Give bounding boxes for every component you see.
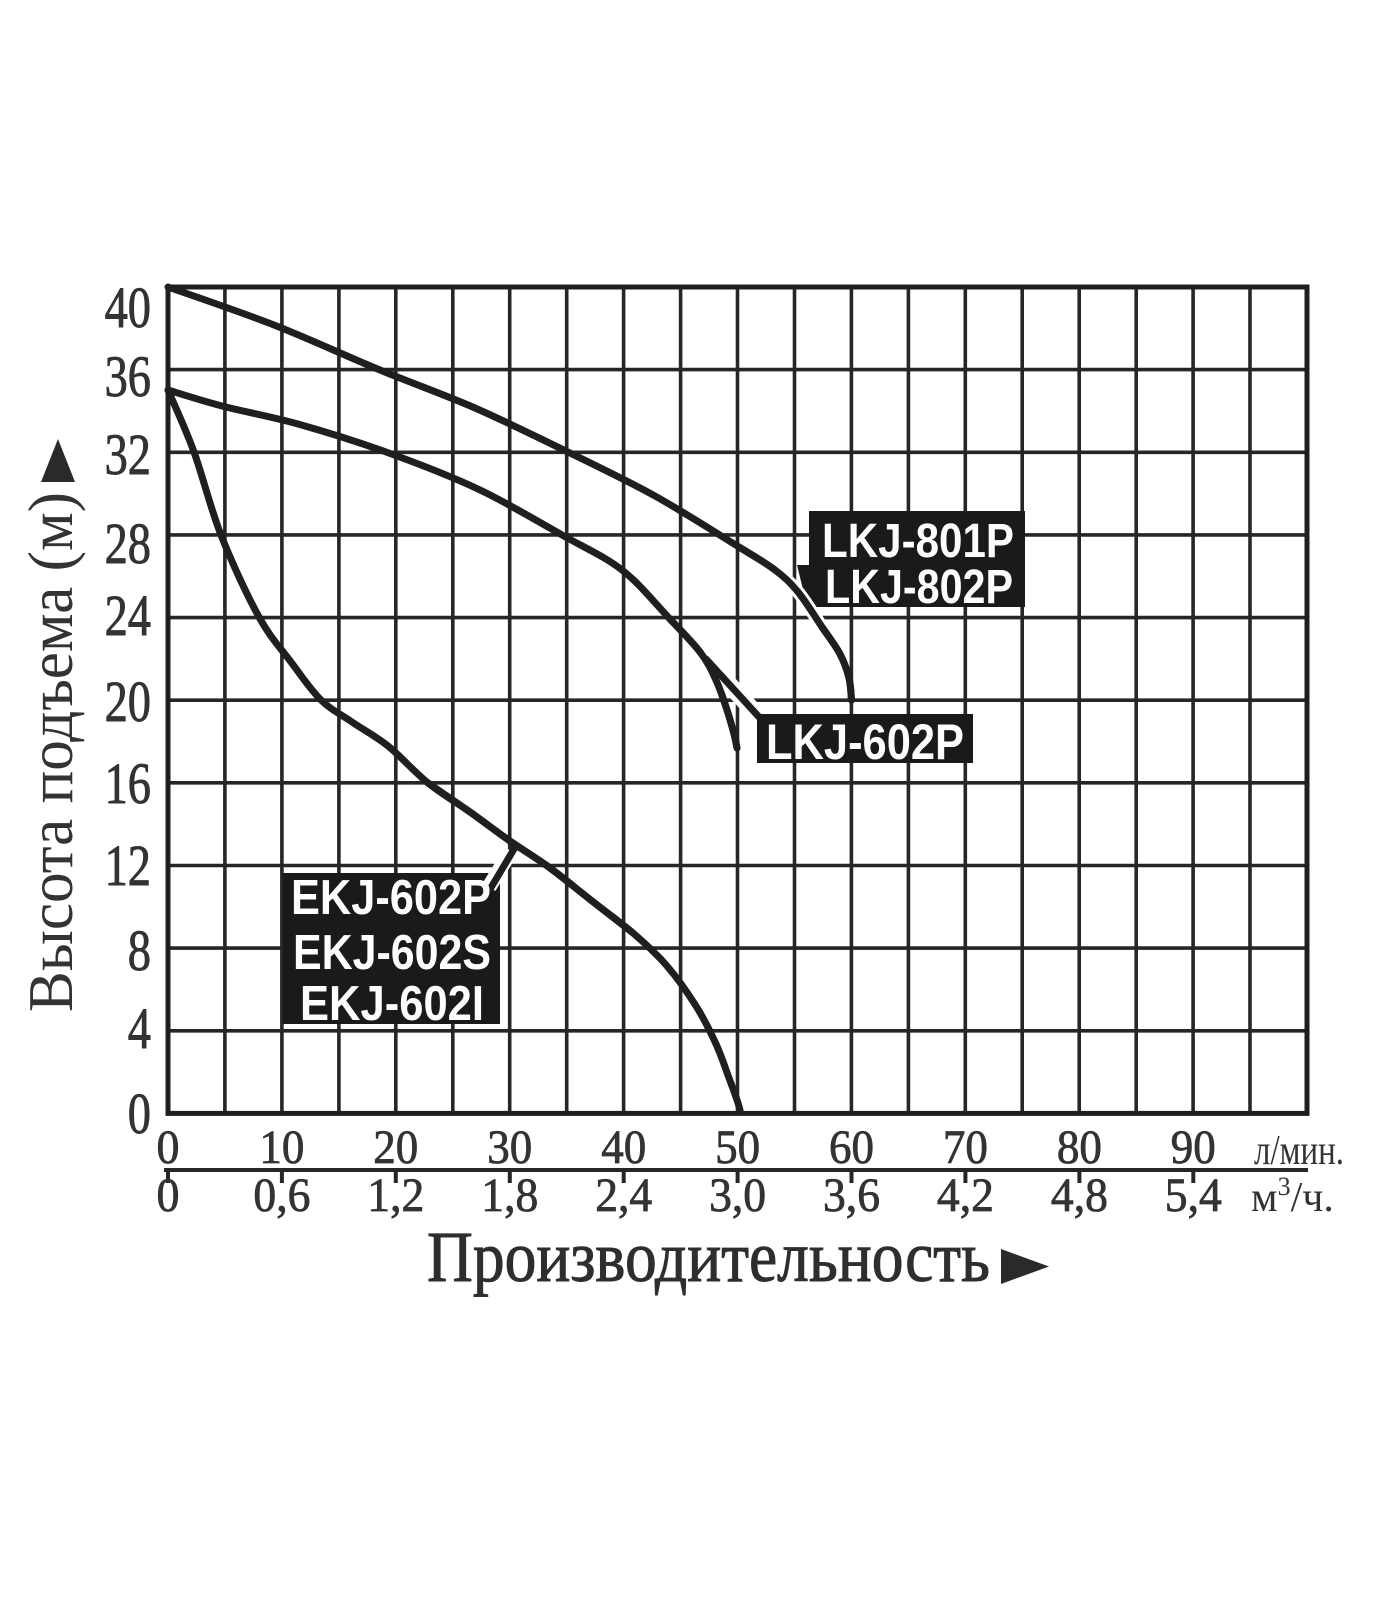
svg-text:3,6: 3,6	[823, 1169, 880, 1222]
svg-text:0: 0	[128, 1082, 151, 1146]
svg-text:5,4: 5,4	[1165, 1169, 1222, 1222]
svg-text:0: 0	[157, 1169, 180, 1222]
svg-text:80: 80	[1057, 1121, 1102, 1174]
svg-text:50: 50	[715, 1121, 760, 1174]
svg-text:Высота подъема (м): Высота подъема (м)	[16, 492, 86, 1012]
svg-text:8: 8	[128, 919, 151, 983]
svg-text:0: 0	[157, 1121, 180, 1174]
svg-text:4,2: 4,2	[937, 1169, 994, 1222]
svg-text:Производительность: Производительность	[427, 1217, 990, 1297]
svg-text:LKJ-602P: LKJ-602P	[766, 714, 964, 770]
svg-text:EKJ-602I: EKJ-602I	[300, 977, 484, 1031]
svg-text:36: 36	[105, 345, 151, 409]
svg-text:28: 28	[105, 512, 151, 576]
svg-text:32: 32	[105, 423, 151, 487]
svg-text:20: 20	[373, 1121, 418, 1174]
svg-text:90: 90	[1171, 1121, 1216, 1174]
svg-text:10: 10	[259, 1121, 304, 1174]
svg-text:40: 40	[105, 276, 151, 340]
svg-text:70: 70	[943, 1121, 988, 1174]
svg-text:16: 16	[105, 752, 151, 816]
svg-text:LKJ-801P: LKJ-801P	[822, 515, 1014, 568]
svg-text:л/мин.: л/мин.	[1254, 1128, 1344, 1174]
svg-text:4,8: 4,8	[1051, 1169, 1108, 1222]
svg-text:1,2: 1,2	[367, 1169, 424, 1222]
svg-text:20: 20	[105, 670, 151, 734]
svg-text:12: 12	[105, 834, 151, 898]
svg-text:40: 40	[601, 1121, 646, 1174]
svg-text:24: 24	[105, 584, 151, 648]
svg-text:EKJ-602S: EKJ-602S	[293, 926, 491, 980]
svg-text:4: 4	[128, 997, 151, 1061]
svg-text:EKJ-602P: EKJ-602P	[291, 871, 491, 925]
svg-text:60: 60	[829, 1121, 874, 1174]
svg-text:2,4: 2,4	[595, 1169, 652, 1222]
svg-text:LKJ-802P: LKJ-802P	[825, 561, 1013, 614]
svg-text:м3/ч.: м3/ч.	[1251, 1172, 1334, 1221]
svg-text:0,6: 0,6	[253, 1169, 310, 1222]
svg-text:3,0: 3,0	[709, 1169, 766, 1222]
svg-text:30: 30	[487, 1121, 532, 1174]
svg-text:1,8: 1,8	[481, 1169, 538, 1222]
